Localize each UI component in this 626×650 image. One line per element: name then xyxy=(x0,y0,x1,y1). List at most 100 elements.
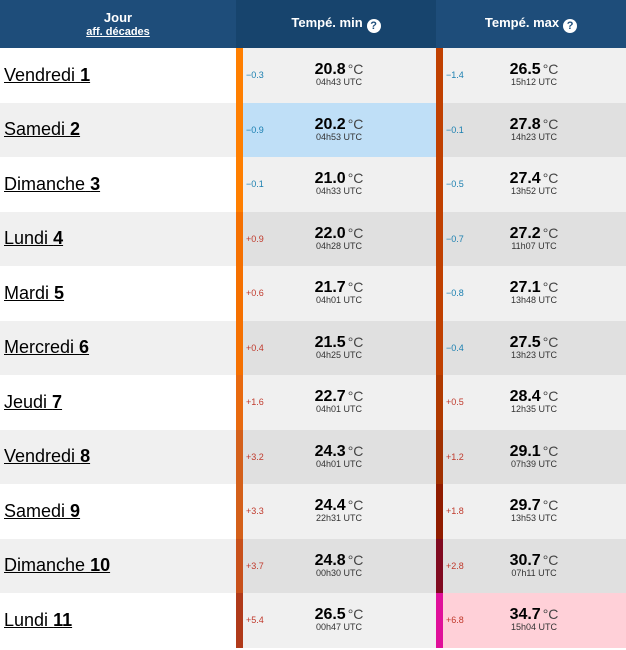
max-temp-cell: −1.4 26.5 °C 15h12 UTC xyxy=(436,48,626,103)
min-anomaly: +3.3 xyxy=(246,506,264,517)
max-color-bar xyxy=(436,320,443,375)
day-cell[interactable]: Vendredi 1 xyxy=(0,48,236,103)
min-anomaly: −0.3 xyxy=(246,70,264,81)
min-temp-cell: +3.3 24.4 °C 22h31 UTC xyxy=(236,484,436,539)
min-temp-value-block: 24.8 °C 00h30 UTC xyxy=(236,551,436,579)
min-anomaly: +3.2 xyxy=(246,451,264,462)
max-temp-value: 29.1 xyxy=(509,442,541,460)
day-name[interactable]: Dimanche xyxy=(4,173,86,194)
day-number[interactable]: 10 xyxy=(90,555,111,576)
decades-link[interactable]: aff. décades xyxy=(86,25,150,38)
max-temp-value: 27.2 xyxy=(509,224,541,242)
day-number[interactable]: 11 xyxy=(53,609,73,630)
table-row: Dimanche 10 +3.7 24.8 °C 00h30 UTC +2.8 30.7 °C… xyxy=(0,538,626,593)
day-name[interactable]: Mercredi xyxy=(4,337,75,358)
help-icon[interactable]: ? xyxy=(563,19,578,33)
day-number[interactable]: 3 xyxy=(90,173,101,194)
max-anomaly: +6.8 xyxy=(446,615,464,626)
day-name[interactable]: Dimanche xyxy=(4,555,86,576)
max-temp-value-block: 30.7 °C 07h11 UTC xyxy=(436,551,626,579)
min-anomaly: +0.6 xyxy=(246,288,264,299)
temp-unit: °C xyxy=(347,224,364,241)
temp-unit: °C xyxy=(347,551,364,568)
max-temp-value: 26.5 xyxy=(509,61,541,79)
day-cell[interactable]: Mardi 5 xyxy=(0,266,236,321)
min-temp-value: 24.3 xyxy=(314,442,346,460)
temp-unit: °C xyxy=(542,279,559,296)
max-temp-time: 13h23 UTC xyxy=(510,349,558,360)
temp-unit: °C xyxy=(347,333,364,350)
temp-unit: °C xyxy=(542,170,559,187)
day-cell[interactable]: Vendredi 8 xyxy=(0,429,236,484)
day-name[interactable]: Mardi xyxy=(4,282,50,303)
min-temp-cell: +3.7 24.8 °C 00h30 UTC xyxy=(236,538,436,593)
table-row: Jeudi 7 +1.6 22.7 °C 04h01 UTC +0.5 28.4 °C 12h3… xyxy=(0,375,626,430)
day-name[interactable]: Lundi xyxy=(4,228,49,249)
day-cell[interactable]: Mercredi 6 xyxy=(0,320,236,375)
max-temp-value: 28.4 xyxy=(509,388,541,406)
max-temp-value: 30.7 xyxy=(509,551,541,569)
min-color-bar xyxy=(236,375,243,430)
max-temp-value-block: 27.1 °C 13h48 UTC xyxy=(436,280,626,306)
day-cell[interactable]: Lundi 4 xyxy=(0,211,236,266)
table-row: Mardi 5 +0.6 21.7 °C 04h01 UTC −0.8 27.1 °C 13h4… xyxy=(0,266,626,321)
day-name[interactable]: Samedi xyxy=(4,119,66,140)
min-temp-cell: +1.6 22.7 °C 04h01 UTC xyxy=(236,375,436,430)
table-row: Dimanche 3 −0.1 21.0 °C 04h33 UTC −0.5 27.4 °C 1… xyxy=(0,157,626,212)
header-day: Jour aff. décades xyxy=(0,0,236,48)
day-name[interactable]: Lundi xyxy=(4,609,49,630)
temp-unit: °C xyxy=(542,606,559,623)
table-row: Mercredi 6 +0.4 21.5 °C 04h25 UTC −0.4 27.5 °C 1… xyxy=(0,320,626,375)
min-temp-time: 04h25 UTC xyxy=(315,349,363,360)
max-temp-value: 29.7 xyxy=(509,497,541,515)
min-temp-time: 22h31 UTC xyxy=(315,513,363,524)
max-temp-value: 27.4 xyxy=(509,170,541,188)
min-temp-time: 04h01 UTC xyxy=(315,295,363,306)
min-temp-cell: −0.3 20.8 °C 04h43 UTC xyxy=(236,48,436,103)
temp-unit: °C xyxy=(542,551,559,568)
min-color-bar xyxy=(236,48,243,103)
day-cell[interactable]: Samedi 2 xyxy=(0,102,236,157)
min-temp-cell: +0.6 21.7 °C 04h01 UTC xyxy=(236,266,436,321)
temp-unit: °C xyxy=(542,115,559,132)
day-number[interactable]: 2 xyxy=(70,119,81,140)
max-color-bar xyxy=(436,429,443,484)
day-number[interactable]: 5 xyxy=(54,282,65,303)
day-cell[interactable]: Lundi 11 xyxy=(0,593,236,648)
day-number[interactable]: 1 xyxy=(80,64,91,85)
max-temp-time: 13h53 UTC xyxy=(510,513,558,524)
day-cell[interactable]: Samedi 9 xyxy=(0,484,236,539)
max-anomaly: −1.4 xyxy=(446,70,464,81)
max-temp-value-block: 26.5 °C 15h12 UTC xyxy=(436,62,626,88)
header-day-title: Jour xyxy=(103,9,133,25)
max-temp-cell: −0.5 27.4 °C 13h52 UTC xyxy=(436,157,626,212)
min-color-bar xyxy=(236,593,243,648)
max-color-bar xyxy=(436,157,443,212)
max-anomaly: −0.7 xyxy=(446,233,464,244)
day-cell[interactable]: Dimanche 3 xyxy=(0,157,236,212)
day-name[interactable]: Vendredi xyxy=(4,64,76,85)
max-color-bar xyxy=(436,211,443,266)
table-row: Lundi 11 +5.4 26.5 °C 00h47 UTC +6.8 34.7 °C 15h… xyxy=(0,593,626,648)
max-anomaly: +2.8 xyxy=(446,560,464,571)
min-temp-time: 04h01 UTC xyxy=(315,458,363,469)
day-cell[interactable]: Jeudi 7 xyxy=(0,375,236,430)
day-number[interactable]: 8 xyxy=(80,446,91,467)
table-header-row: Jour aff. décades Tempé. min? Tempé. max… xyxy=(0,0,626,48)
min-temp-value-block: 20.2 °C 04h53 UTC xyxy=(236,116,436,143)
day-name[interactable]: Vendredi xyxy=(4,446,76,467)
day-number[interactable]: 6 xyxy=(79,337,90,358)
max-color-bar xyxy=(436,375,443,430)
day-number[interactable]: 9 xyxy=(70,500,81,521)
min-temp-value: 21.5 xyxy=(314,333,346,351)
help-icon[interactable]: ? xyxy=(366,19,381,33)
table-row: Samedi 9 +3.3 24.4 °C 22h31 UTC +1.8 29.7 °C 13h… xyxy=(0,484,626,539)
day-number[interactable]: 4 xyxy=(53,228,64,249)
day-name[interactable]: Jeudi xyxy=(4,391,48,412)
min-temp-value-block: 21.7 °C 04h01 UTC xyxy=(236,280,436,306)
max-anomaly: +1.8 xyxy=(446,506,464,517)
max-temp-time: 07h11 UTC xyxy=(511,567,557,578)
day-cell[interactable]: Dimanche 10 xyxy=(0,538,236,593)
day-number[interactable]: 7 xyxy=(52,391,63,412)
day-name[interactable]: Samedi xyxy=(4,500,66,521)
